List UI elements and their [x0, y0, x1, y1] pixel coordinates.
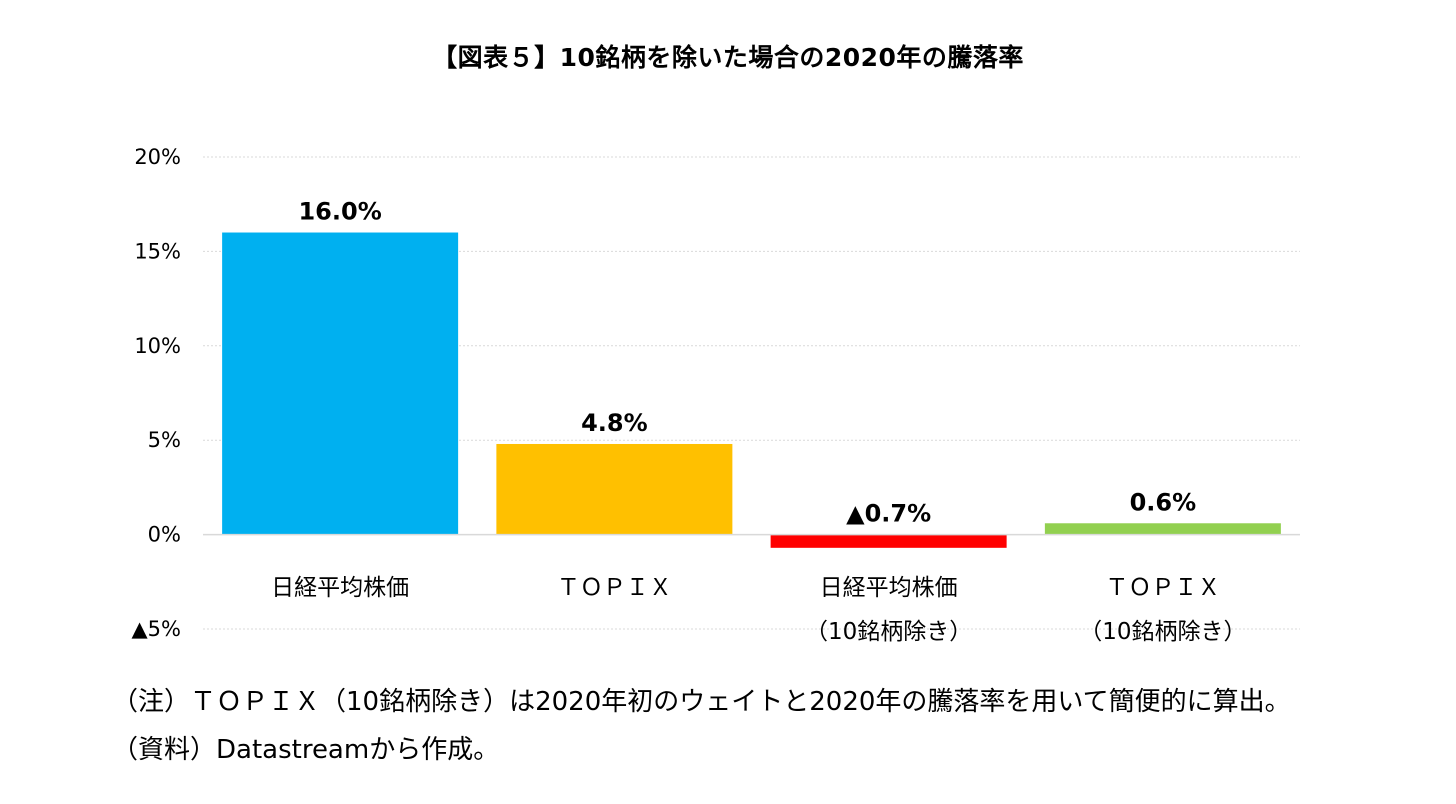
bars	[222, 232, 1281, 548]
footnote-source: （資料）Datastreamから作成。	[112, 735, 500, 765]
x-tick-label: ＴＯＰＩＸ	[557, 575, 672, 601]
y-tick-label: 15%	[134, 239, 181, 263]
data-label: 4.8%	[581, 409, 648, 437]
x-tick-label: （10銘柄除き）	[1079, 619, 1246, 645]
y-tick-label: 0%	[148, 523, 181, 547]
chart-title: 【図表５】10銘柄を除いた場合の2020年の騰落率	[432, 43, 1024, 72]
y-tick-label: 20%	[134, 145, 181, 169]
data-label: 0.6%	[1130, 488, 1197, 516]
x-axis-category-labels: 日経平均株価 ＴＯＰＩＸ 日経平均株価 （10銘柄除き） ＴＯＰＩＸ （10銘柄除き）	[271, 575, 1246, 645]
x-tick-label: 日経平均株価	[820, 575, 958, 601]
y-tick-label: 5%	[148, 428, 181, 452]
x-tick-label: 日経平均株価	[271, 575, 409, 601]
data-label: ▲0.7%	[846, 500, 931, 528]
x-tick-label: ＴＯＰＩＸ	[1105, 575, 1220, 601]
data-labels: 16.0% 4.8% ▲0.7% 0.6%	[298, 198, 1196, 528]
bar	[1044, 523, 1281, 535]
y-tick-label: 10%	[134, 334, 181, 358]
y-tick-label: ▲5%	[132, 617, 181, 641]
gridlines	[203, 156, 1300, 630]
bar	[222, 232, 459, 535]
bar	[770, 534, 1007, 548]
y-axis-tick-labels: 20% 15% 10% 5% 0% ▲5%	[132, 145, 181, 641]
footnote-note: （注）ＴＯＰＩＸ（10銘柄除き）は2020年初のウェイトと2020年の騰落率を用…	[112, 687, 1291, 717]
data-label: 16.0%	[298, 198, 381, 226]
bar	[496, 443, 733, 535]
x-tick-label: （10銘柄除き）	[805, 619, 972, 645]
